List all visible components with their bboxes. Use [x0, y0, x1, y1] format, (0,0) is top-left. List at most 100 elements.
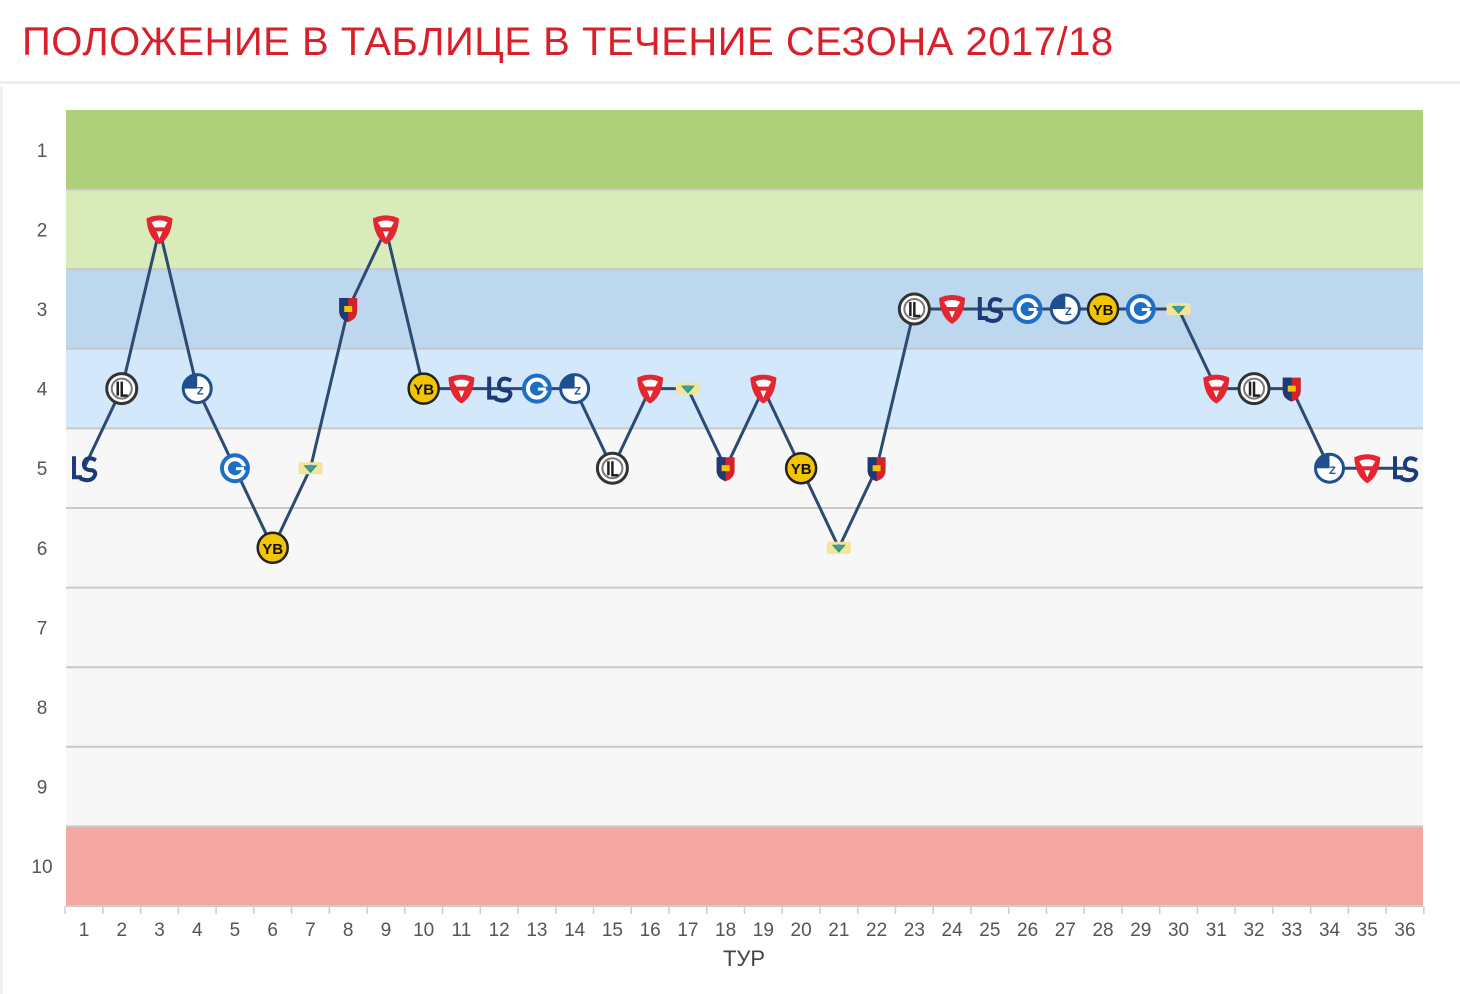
x-tick-label: 20 [791, 920, 812, 941]
data-point-thun-icon[interactable] [637, 374, 664, 404]
x-tick-label: 13 [526, 920, 547, 941]
data-point-lugano-icon[interactable] [595, 451, 629, 485]
data-point-thun-icon[interactable] [1203, 374, 1230, 404]
data-point-grasshoppers-icon[interactable] [219, 453, 250, 484]
x-tick-label: 15 [602, 920, 623, 941]
data-point-grasshoppers-icon[interactable] [521, 373, 552, 404]
x-tick-label: 17 [677, 920, 698, 941]
data-point-thun-icon[interactable] [750, 374, 777, 404]
y-tick-label: 2 [37, 220, 48, 241]
data-point-lugano-icon[interactable] [897, 292, 931, 326]
series-layer: Z YB YB Z YB Z YB Z [72, 215, 1419, 565]
data-point-young-boys-icon[interactable]: YB [1086, 292, 1120, 326]
data-point-lausanne-icon[interactable] [977, 297, 1004, 323]
y-tick-label: 10 [31, 857, 52, 878]
x-tick-label: 1 [79, 920, 90, 941]
data-point-young-boys-icon[interactable]: YB [407, 372, 440, 405]
x-tick-label: 7 [305, 920, 316, 941]
page-title: ПОЛОЖЕНИЕ В ТАБЛИЦЕ В ТЕЧЕНИЕ СЕЗОНА 201… [22, 20, 1114, 64]
y-axis-ticks: 1 2 3 4 5 6 7 8 9 10 [31, 141, 52, 878]
x-tick-label: 32 [1243, 920, 1264, 941]
chart-frame [0, 86, 1460, 994]
y-tick-label: 8 [37, 698, 48, 719]
data-point-zurich-icon[interactable]: Z [559, 373, 591, 405]
data-point-zurich-icon[interactable]: Z [1049, 293, 1081, 325]
data-point-young-boys-icon[interactable]: YB [784, 451, 818, 485]
data-point-thun-icon[interactable] [372, 215, 399, 245]
x-tick-label: 14 [564, 920, 586, 941]
y-tick-label: 5 [37, 459, 48, 480]
data-point-grasshoppers-icon[interactable] [1125, 294, 1156, 324]
x-tick-label: 22 [866, 920, 887, 941]
x-tick-label: 34 [1319, 920, 1341, 941]
x-tick-label: 31 [1206, 920, 1227, 941]
y-tick-label: 7 [37, 618, 48, 639]
x-axis: 1 2 3 4 5 6 7 8 9 10 11 12 13 14 15 16 17 18 19 20 21 22 23 24 2… [64, 906, 1425, 941]
svg-text:Z: Z [1329, 465, 1336, 477]
data-point-lausanne-icon[interactable] [72, 456, 98, 483]
data-point-stgallen-icon[interactable] [675, 382, 700, 395]
x-tick-label: 30 [1168, 920, 1189, 941]
x-tick-label: 19 [753, 920, 774, 941]
data-point-lausanne-icon[interactable] [487, 376, 513, 403]
x-tick-label: 23 [904, 920, 925, 941]
x-tick-label: 18 [715, 920, 736, 941]
title-bar: ПОЛОЖЕНИЕ В ТАБЛИЦЕ В ТЕЧЕНИЕ СЕЗОНА 201… [0, 0, 1460, 84]
data-point-basel-icon[interactable] [339, 298, 358, 322]
data-point-grasshoppers-icon[interactable] [1012, 294, 1043, 324]
x-tick-label: 27 [1055, 920, 1076, 941]
svg-text:Z: Z [197, 386, 204, 398]
x-tick-label: 11 [452, 920, 472, 941]
x-tick-label: 33 [1281, 920, 1302, 941]
y-tick-label: 4 [37, 380, 48, 401]
x-tick-label: 24 [942, 920, 964, 941]
data-point-zurich-icon[interactable]: Z [181, 373, 213, 405]
data-point-stgallen-icon[interactable] [298, 462, 323, 475]
data-point-thun-icon[interactable] [939, 295, 966, 324]
x-axis-title: ТУР [723, 946, 765, 971]
x-tick-label: 29 [1130, 920, 1151, 941]
svg-text:YB: YB [262, 541, 283, 558]
svg-text:Z: Z [574, 386, 581, 398]
x-tick-label: 3 [154, 920, 165, 941]
data-point-lugano-icon[interactable] [1237, 372, 1271, 406]
data-point-young-boys-icon[interactable]: YB [256, 531, 289, 565]
x-tick-label: 6 [267, 920, 278, 941]
data-point-thun-icon[interactable] [146, 215, 173, 245]
svg-text:Z: Z [1065, 306, 1072, 318]
data-point-thun-icon[interactable] [448, 374, 475, 404]
data-point-stgallen-icon[interactable] [1166, 303, 1191, 315]
data-point-thun-icon[interactable] [1354, 454, 1381, 484]
series-line [82, 227, 1405, 550]
x-tick-label: 26 [1017, 920, 1038, 941]
x-tick-label: 5 [230, 920, 241, 941]
svg-text:YB: YB [1093, 302, 1114, 319]
x-tick-label: 10 [413, 920, 434, 941]
data-point-stgallen-icon[interactable] [826, 541, 851, 554]
x-tick-label: 21 [828, 920, 849, 941]
x-tick-label: 4 [192, 920, 203, 941]
zone-band-1 [66, 189, 1423, 270]
x-tick-label: 2 [116, 920, 127, 941]
data-point-basel-icon[interactable] [867, 457, 886, 482]
x-tick-label: 28 [1092, 920, 1113, 941]
zone-bands [66, 110, 1423, 906]
zone-band-5 [66, 826, 1423, 906]
data-point-zurich-icon[interactable]: Z [1314, 452, 1346, 484]
zone-band-3 [66, 348, 1423, 429]
data-point-lugano-icon[interactable] [105, 372, 139, 406]
x-tick-label: 9 [381, 920, 392, 941]
y-tick-label: 9 [37, 778, 48, 799]
x-tick-label: 25 [979, 920, 1000, 941]
x-tick-label: 36 [1394, 920, 1415, 941]
data-point-lausanne-icon[interactable] [1393, 456, 1419, 483]
zone-band-4 [66, 428, 1423, 827]
data-point-basel-icon[interactable] [1282, 377, 1301, 402]
y-tick-label: 3 [37, 300, 48, 321]
svg-text:YB: YB [413, 382, 434, 399]
x-tick-label: 35 [1357, 920, 1378, 941]
x-tick-label: 8 [343, 920, 354, 941]
svg-text:YB: YB [791, 461, 812, 478]
data-point-basel-icon[interactable] [716, 457, 735, 482]
